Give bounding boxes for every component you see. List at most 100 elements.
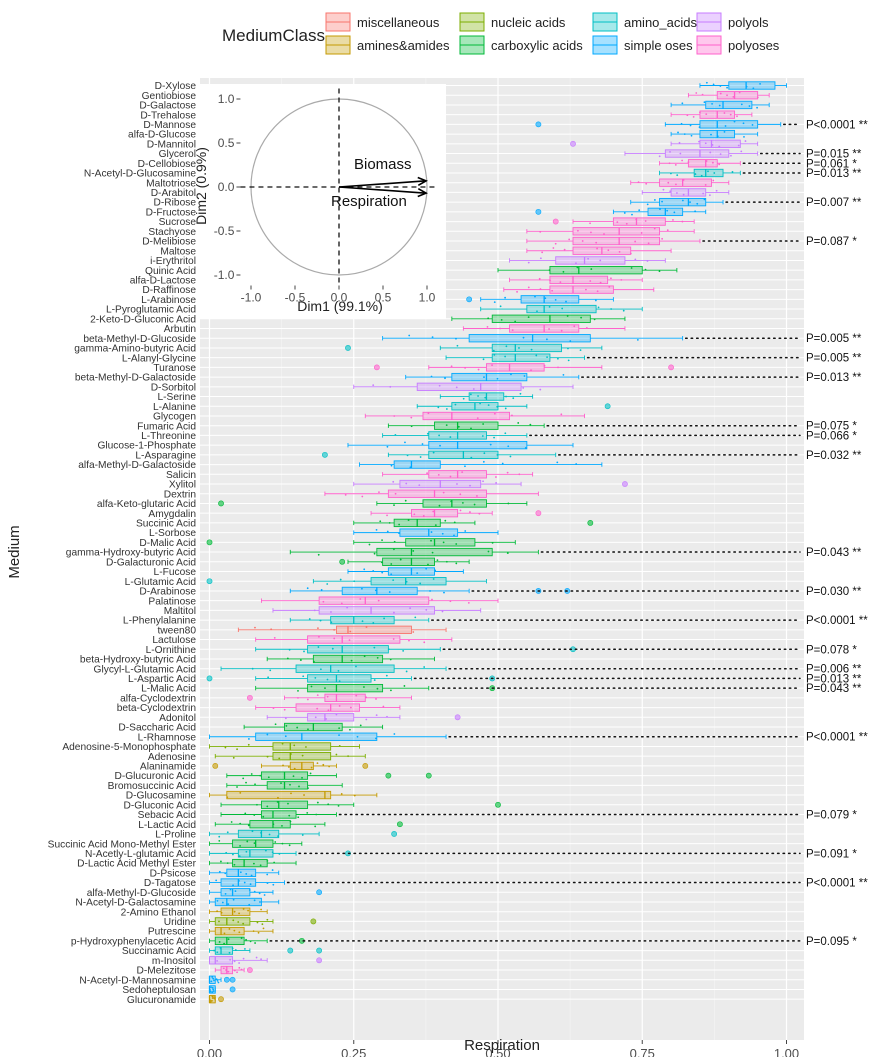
y-tick-label: Alaninamide	[140, 762, 196, 773]
sample-point	[698, 126, 701, 129]
sample-point	[623, 212, 626, 214]
sample-point	[268, 833, 271, 836]
sample-point	[625, 222, 628, 225]
box-iqr	[549, 266, 643, 275]
sample-point	[438, 504, 441, 507]
y-tick-label: Glycyl-L-Glutamic Acid	[94, 664, 197, 675]
sample-point	[449, 475, 452, 478]
sample-point	[556, 461, 559, 464]
sample-point	[228, 951, 231, 954]
sample-point	[681, 159, 684, 162]
sample-point	[209, 999, 212, 1002]
sample-point	[211, 995, 214, 998]
sample-point	[250, 773, 253, 775]
sample-point	[499, 327, 501, 330]
sample-point	[213, 979, 215, 982]
y-tick-label: D-Saccharic Acid	[118, 723, 196, 734]
sample-point	[251, 830, 254, 833]
box-iqr	[572, 236, 661, 246]
outlier-point	[345, 345, 351, 351]
legend-label: polyols	[728, 15, 769, 30]
legend-item-nucleic-acids: nucleic acids	[459, 12, 566, 32]
x-tick-label: 0.50	[485, 1046, 510, 1057]
sample-point	[317, 627, 319, 630]
sample-point	[269, 669, 272, 672]
outlier-point	[535, 510, 542, 517]
box-adenosine-5-monophosphate	[209, 742, 360, 751]
sample-point	[355, 665, 357, 668]
box-tween80	[237, 625, 447, 634]
sample-point	[637, 181, 640, 184]
y-tick-label: beta-Cyclodextrin	[117, 703, 196, 714]
y-tick-label: alfa-Keto-glutaric Acid	[97, 499, 196, 510]
box-iqr	[330, 615, 395, 625]
sample-point	[393, 415, 396, 417]
sample-point	[634, 258, 637, 261]
sample-point	[509, 455, 512, 458]
sample-point	[568, 238, 571, 241]
box-l-proline	[209, 829, 398, 839]
outlier-point	[246, 694, 253, 701]
sample-point	[378, 491, 380, 493]
sample-point	[496, 405, 499, 408]
p-value-label: P=0.095 *	[806, 936, 857, 948]
inset-x-tick-label: 0.5	[375, 291, 392, 305]
sample-point	[385, 674, 388, 677]
sample-point	[317, 553, 320, 556]
box-l-phenylalanine	[289, 615, 430, 625]
outlier-point	[206, 539, 213, 546]
sample-point	[348, 639, 351, 641]
sample-point	[216, 959, 219, 962]
box-iqr	[491, 343, 562, 353]
sample-point	[380, 561, 383, 564]
sample-point	[530, 348, 533, 351]
sample-point	[248, 738, 250, 740]
sample-point	[253, 890, 256, 893]
box-iqr	[659, 178, 712, 187]
sample-point	[610, 308, 613, 310]
y-tick-label: D-Melezitose	[137, 966, 197, 977]
sample-point	[240, 968, 243, 971]
box-l-threonine	[382, 431, 528, 440]
box-iqr	[416, 382, 522, 391]
box-iqr	[318, 596, 430, 605]
sample-point	[418, 484, 421, 487]
x-axis-label: Respiration	[464, 1037, 540, 1054]
sample-point	[337, 670, 340, 672]
sample-point	[245, 873, 248, 875]
box-iqr	[209, 956, 234, 965]
p-value-label: P<0.0001 **	[806, 119, 868, 131]
sample-point	[313, 660, 315, 663]
box-d-mannitol	[570, 139, 759, 148]
sample-point	[745, 85, 748, 88]
sample-point	[225, 969, 227, 971]
sample-point	[222, 967, 225, 970]
y-tick-label: L-Fucose	[154, 567, 197, 578]
sample-point	[661, 237, 664, 240]
box-quinic-acid	[497, 266, 678, 275]
sample-point	[575, 463, 578, 465]
sample-point	[539, 257, 542, 260]
y-tick-label: alfa-D-Glucose	[128, 130, 196, 141]
sample-point	[647, 242, 650, 245]
y-tick-label: 2-Keto-D-Gluconic Acid	[90, 314, 196, 325]
sample-point	[696, 202, 699, 205]
legend-item-amines-amides: amines&amides	[325, 35, 450, 55]
sample-point	[638, 209, 641, 212]
sample-point	[661, 200, 663, 203]
sample-point	[244, 948, 246, 950]
sample-point	[566, 315, 569, 317]
outlier-point	[495, 801, 501, 808]
sample-point	[756, 106, 758, 109]
sample-point	[481, 435, 484, 437]
sample-point	[456, 344, 459, 347]
sample-point	[240, 937, 243, 940]
box-adonitol	[266, 713, 461, 722]
sample-point	[444, 519, 447, 522]
sample-point	[733, 120, 736, 123]
sample-point	[281, 824, 283, 827]
outlier-point	[206, 675, 213, 682]
sample-point	[290, 792, 292, 795]
sample-point	[740, 103, 743, 106]
box-iqr	[214, 897, 262, 907]
